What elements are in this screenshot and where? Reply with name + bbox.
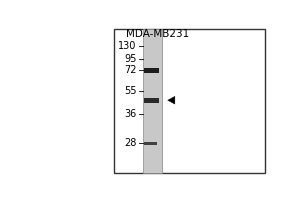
FancyBboxPatch shape xyxy=(144,98,159,103)
Text: 95: 95 xyxy=(124,54,136,64)
Polygon shape xyxy=(168,96,175,104)
Text: 28: 28 xyxy=(124,138,136,148)
Text: 55: 55 xyxy=(124,86,136,96)
Text: 130: 130 xyxy=(118,41,136,51)
FancyBboxPatch shape xyxy=(144,142,157,145)
FancyBboxPatch shape xyxy=(114,29,266,173)
FancyBboxPatch shape xyxy=(143,29,162,173)
Text: 72: 72 xyxy=(124,65,136,75)
Text: MDA-MB231: MDA-MB231 xyxy=(126,29,189,39)
FancyBboxPatch shape xyxy=(144,68,159,73)
Text: 36: 36 xyxy=(124,109,136,119)
